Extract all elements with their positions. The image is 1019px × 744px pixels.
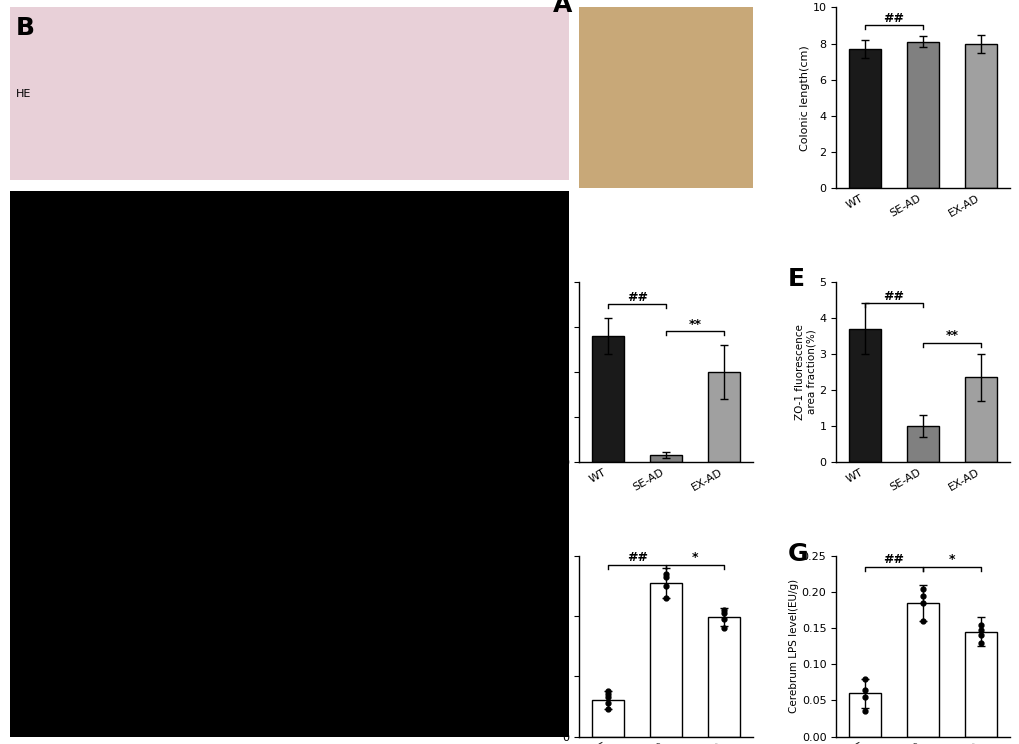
Bar: [707, 372, 739, 462]
Bar: [964, 632, 996, 737]
Text: **: **: [945, 330, 958, 342]
Bar: [906, 426, 938, 462]
Y-axis label: ZO-1 fluorescence
area fraction(%): ZO-1 fluorescence area fraction(%): [794, 324, 816, 420]
Text: WT: WT: [101, 0, 121, 2]
Bar: [964, 377, 996, 462]
Bar: [849, 329, 880, 462]
Bar: [649, 455, 682, 462]
Text: *: *: [948, 553, 954, 566]
Bar: [592, 700, 624, 737]
Text: G: G: [787, 542, 807, 565]
Text: *: *: [691, 551, 698, 564]
Bar: [849, 49, 880, 188]
Text: EX-AD: EX-AD: [449, 0, 487, 2]
Y-axis label: Occludin fluorescence
area fraction(%): Occludin fluorescence area fraction(%): [531, 314, 552, 430]
Text: A: A: [552, 0, 572, 17]
Bar: [649, 583, 682, 737]
Text: F: F: [523, 542, 540, 565]
Text: ##: ##: [882, 553, 904, 566]
Text: B: B: [15, 16, 35, 40]
Text: ##: ##: [882, 289, 904, 303]
Bar: [707, 618, 739, 737]
Text: ##: ##: [626, 290, 647, 304]
Text: C: C: [15, 202, 34, 225]
Text: SE-AD: SE-AD: [270, 0, 309, 2]
Bar: [964, 44, 996, 188]
Y-axis label: Plasma LPS level(EU/L): Plasma LPS level(EU/L): [542, 587, 552, 706]
Text: HE: HE: [15, 89, 32, 99]
Text: E: E: [787, 267, 804, 292]
Text: D: D: [523, 267, 544, 292]
Y-axis label: Cerebrum LPS level(EU/g): Cerebrum LPS level(EU/g): [788, 580, 798, 713]
Bar: [849, 693, 880, 737]
Y-axis label: Colonic length(cm): Colonic length(cm): [799, 45, 809, 150]
Bar: [906, 42, 938, 188]
Text: **: **: [688, 318, 701, 330]
Bar: [592, 336, 624, 462]
Text: ##: ##: [626, 551, 647, 564]
Bar: [906, 603, 938, 737]
Text: ##: ##: [882, 12, 904, 25]
